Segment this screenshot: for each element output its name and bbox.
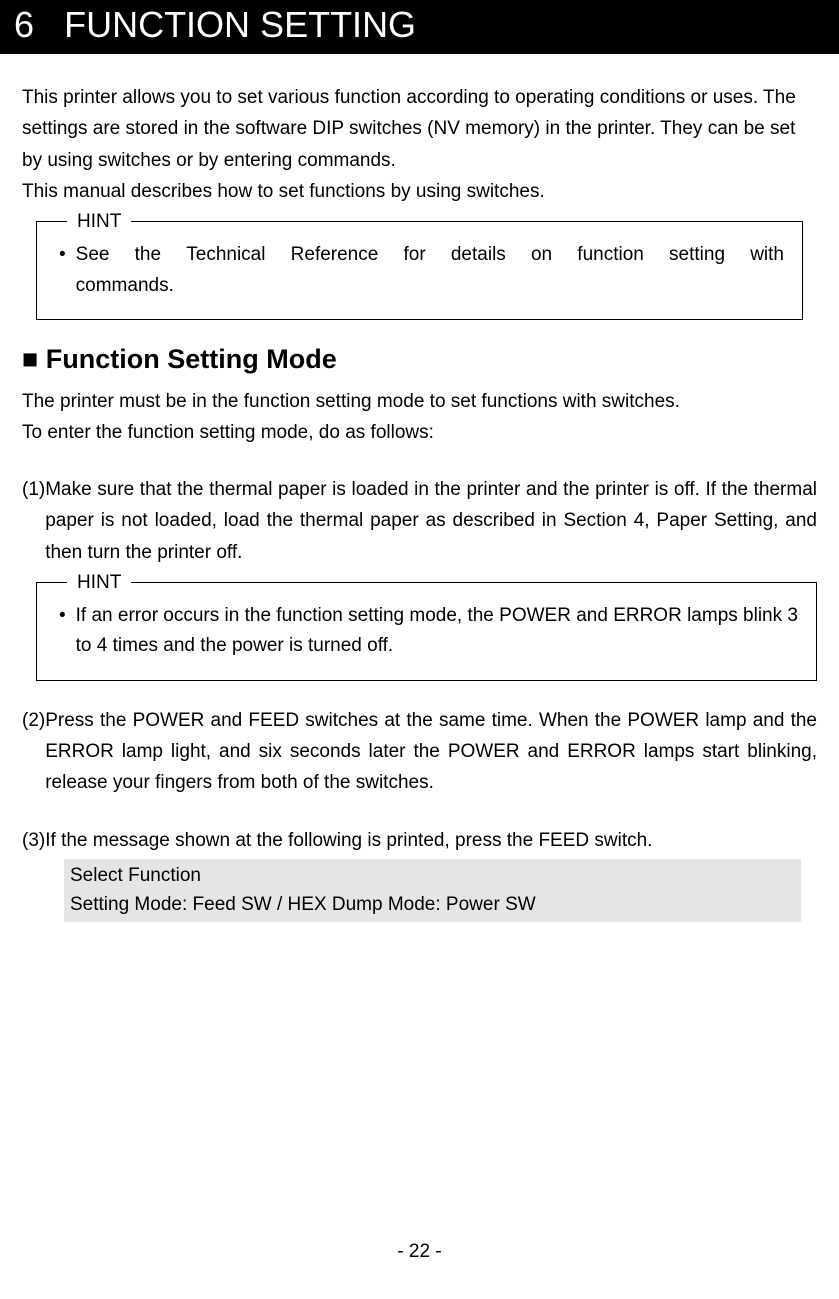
intro-paragraph-2: This manual describes how to set functio… — [22, 176, 817, 207]
step-text: Press the POWER and FEED switches at the… — [45, 705, 817, 799]
hint-box-1: HINT • See the Technical Reference for d… — [36, 221, 803, 320]
hint-text: See the Technical Reference for details … — [76, 240, 784, 301]
message-line-1: Select Function — [70, 862, 795, 891]
printed-message: Select Function Setting Mode: Feed SW / … — [64, 859, 801, 922]
section-intro-2: To enter the function setting mode, do a… — [22, 418, 817, 448]
hint-box-2: HINT • If an error occurs in the functio… — [36, 582, 817, 681]
chapter-header: 6 FUNCTION SETTING — [0, 0, 839, 54]
step-text: Make sure that the thermal paper is load… — [45, 474, 817, 568]
intro-paragraph-1: This printer allows you to set various f… — [22, 82, 817, 176]
hint-content: • If an error occurs in the function set… — [59, 601, 798, 662]
bullet-icon: • — [59, 601, 66, 662]
content-area: This printer allows you to set various f… — [0, 82, 839, 922]
step-1: (1) Make sure that the thermal paper is … — [22, 474, 817, 568]
step-number: (3) — [22, 825, 45, 856]
hint-label: HINT — [67, 211, 131, 233]
chapter-number: 6 — [14, 4, 34, 45]
chapter-title: FUNCTION SETTING — [64, 4, 416, 45]
bullet-icon: • — [59, 240, 66, 301]
section-intro-1: The printer must be in the function sett… — [22, 387, 817, 417]
hint-content: • See the Technical Reference for detail… — [59, 240, 784, 301]
section-heading: ■ Function Setting Mode — [22, 344, 817, 375]
page-number: - 22 - — [0, 1241, 839, 1263]
step-text: If the message shown at the following is… — [45, 825, 652, 856]
step-number: (2) — [22, 705, 45, 799]
section-intro: The printer must be in the function sett… — [22, 387, 817, 448]
hint-label: HINT — [67, 572, 131, 594]
step-number: (1) — [22, 474, 45, 568]
step-3: (3) If the message shown at the followin… — [22, 825, 817, 856]
step-2: (2) Press the POWER and FEED switches at… — [22, 705, 817, 799]
hint-text: If an error occurs in the function setti… — [76, 601, 798, 662]
message-line-2: Setting Mode: Feed SW / HEX Dump Mode: P… — [70, 891, 795, 920]
